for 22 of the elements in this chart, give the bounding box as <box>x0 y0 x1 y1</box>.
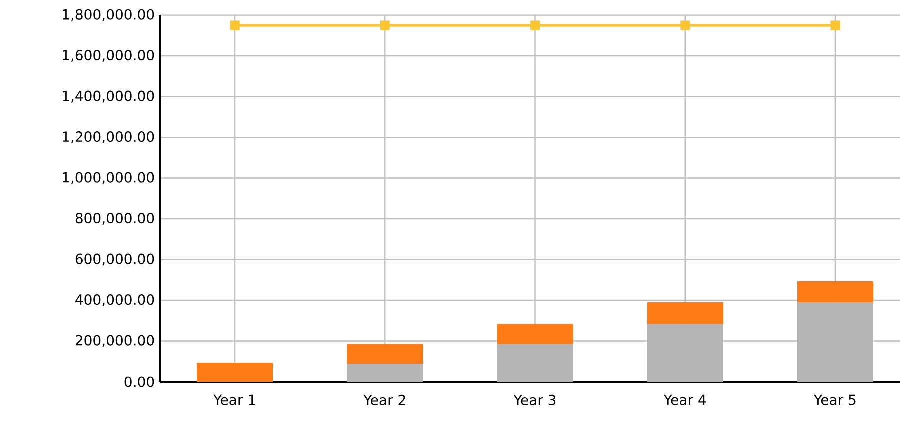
bar <box>347 364 424 382</box>
bar <box>197 363 274 382</box>
y-tick-label: 200,000.00 <box>76 335 154 348</box>
bar <box>797 281 874 302</box>
bar <box>647 302 724 324</box>
bar <box>497 344 574 382</box>
y-tick-label: 1,200,000.00 <box>63 132 154 144</box>
x-tick-label: Year 2 <box>364 394 406 406</box>
x-tick-label: Year 5 <box>814 394 856 406</box>
y-tick-label: 1,000,000.00 <box>63 172 154 184</box>
y-tick-label: 1,800,000.00 <box>63 9 154 22</box>
bar <box>347 344 424 364</box>
y-tick-label: 600,000.00 <box>76 254 154 266</box>
y-tick-label: 400,000.00 <box>76 294 154 307</box>
y-tick-label: 1,400,000.00 <box>63 90 154 103</box>
y-tick-label: 1,600,000.00 <box>63 50 154 62</box>
bar <box>497 324 574 344</box>
x-tick-label: Year 3 <box>514 394 556 406</box>
y-tick-label: 0.00 <box>124 376 154 388</box>
x-tick-label: Year 4 <box>664 394 706 406</box>
x-tick-label: Year 1 <box>214 394 256 406</box>
y-tick-label: 800,000.00 <box>76 213 154 226</box>
